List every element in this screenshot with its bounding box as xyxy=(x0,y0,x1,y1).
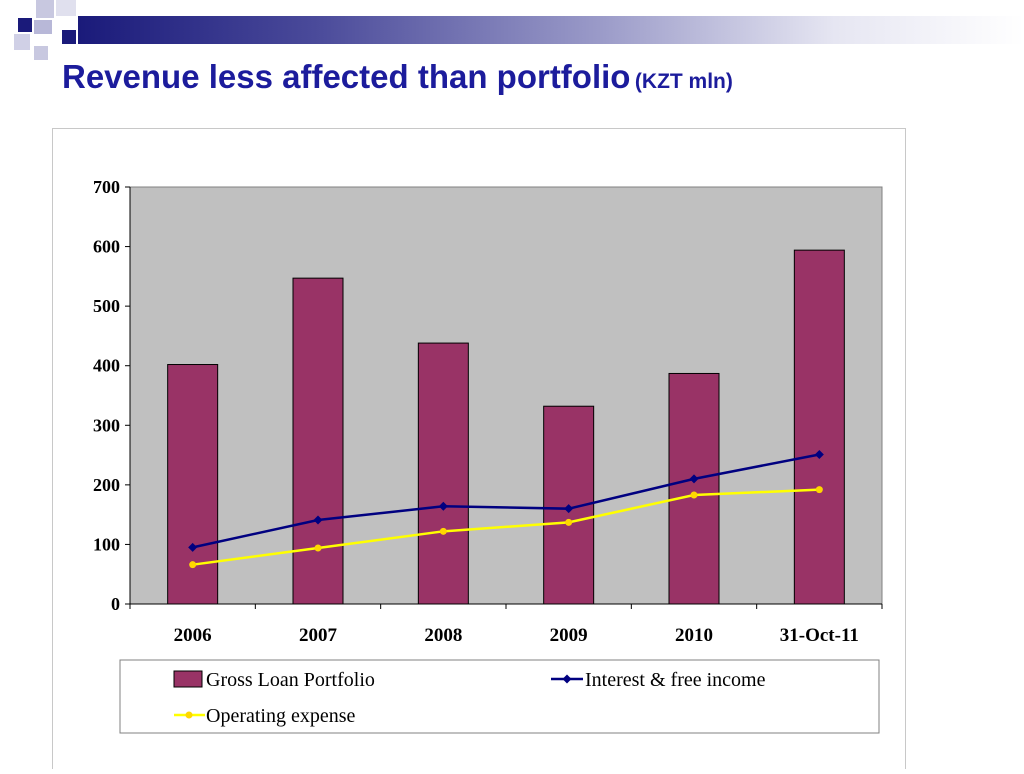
slide-title: Revenue less affected than portfolio (KZ… xyxy=(62,58,733,96)
x-tick-label: 2006 xyxy=(174,625,212,646)
y-tick-label: 300 xyxy=(93,415,120,435)
marker-interest-free-income xyxy=(188,542,198,552)
decor-square-light xyxy=(34,20,52,34)
marker-interest-free-income xyxy=(814,449,824,459)
bar-gross-loan-portfolio xyxy=(292,277,344,605)
y-tick-label: 400 xyxy=(93,356,120,376)
bar-gross-loan-portfolio xyxy=(417,342,469,605)
slide-title-unit: (KZT mln) xyxy=(634,70,733,93)
y-tick-label: 600 xyxy=(93,237,120,257)
decor-square-light xyxy=(34,46,48,60)
legend-label-gross-loan-portfolio: Gross Loan Portfolio xyxy=(206,669,375,691)
marker-operating-expense xyxy=(815,486,823,494)
bar-gross-loan-portfolio xyxy=(793,249,845,605)
x-tick-label: 2009 xyxy=(550,625,588,646)
legend-swatch-gross-loan-portfolio xyxy=(173,670,203,688)
decor-square-light xyxy=(14,34,30,50)
marker-interest-free-income xyxy=(438,501,448,511)
decor-square-dark xyxy=(18,18,32,32)
combo-chart: 0 100 200 300 400 500 600 700 2006 2007 2008 2009 20… xyxy=(93,177,883,734)
y-tick-label: 700 xyxy=(93,177,120,197)
marker-operating-expense xyxy=(314,544,322,552)
legend-label-interest-free-income: Interest & free income xyxy=(585,669,766,691)
header-gradient-bar xyxy=(78,16,1024,44)
slide-title-text: Revenue less affected than portfolio xyxy=(62,58,631,95)
x-tick-label: 2008 xyxy=(424,625,462,646)
legend-marker-interest-free-income xyxy=(562,674,572,684)
line-operating-expense xyxy=(192,488,820,566)
legend-marker-operating-expense xyxy=(185,711,193,719)
plot-area xyxy=(129,186,883,605)
bar-gross-loan-portfolio xyxy=(668,372,720,605)
chart-frame: 0 100 200 300 400 500 600 700 2006 2007 2008 2009 20… xyxy=(52,128,906,769)
legend-label-operating-expense: Operating expense xyxy=(206,705,356,727)
y-tick-label: 100 xyxy=(93,534,120,554)
y-tick-label: 500 xyxy=(93,296,120,316)
marker-operating-expense xyxy=(690,491,698,499)
marker-interest-free-income xyxy=(564,504,574,514)
marker-operating-expense xyxy=(189,561,197,569)
y-tick-label: 200 xyxy=(93,475,120,495)
y-tick-label: 0 xyxy=(111,594,120,614)
marker-interest-free-income xyxy=(689,474,699,484)
decor-square-light xyxy=(36,0,54,18)
chart-legend xyxy=(119,659,880,734)
x-tick-label: 2010 xyxy=(675,625,713,646)
marker-operating-expense xyxy=(439,527,447,535)
line-interest-free-income xyxy=(192,453,820,549)
decor-square-light xyxy=(56,0,76,16)
decor-square-dark xyxy=(62,30,76,44)
x-tick-label: 31-Oct-11 xyxy=(780,625,859,646)
marker-operating-expense xyxy=(565,518,573,526)
x-tick-label: 2007 xyxy=(299,625,338,646)
marker-interest-free-income xyxy=(313,515,323,525)
